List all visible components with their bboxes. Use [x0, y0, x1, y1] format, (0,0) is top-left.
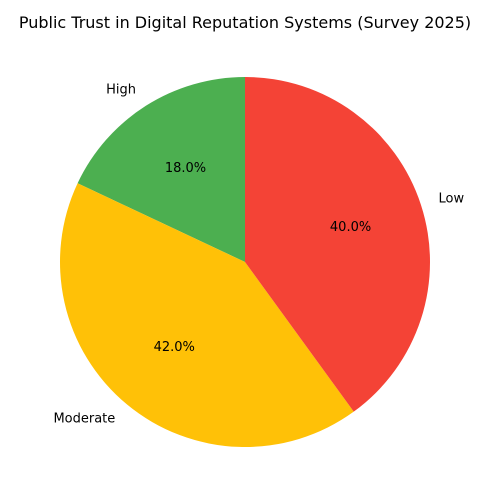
- slice-percent-low: 40.0%: [330, 220, 371, 235]
- pie-slice-moderate: [60, 183, 354, 448]
- pie-slices: [60, 77, 431, 448]
- chart-title: Public Trust in Digital Reputation Syste…: [19, 13, 471, 32]
- slice-percent-moderate: 42.0%: [154, 340, 195, 355]
- slice-percent-high: 18.0%: [165, 161, 206, 176]
- slice-label-low: Low: [439, 192, 465, 207]
- slice-label-moderate: Moderate: [53, 411, 115, 426]
- slice-label-high: High: [106, 83, 136, 98]
- pie-labels: High 18.0% Moderate 42.0% Low 40.0%: [53, 83, 464, 427]
- pie-slice-low: [245, 77, 431, 412]
- pie-slice-high: [77, 77, 245, 262]
